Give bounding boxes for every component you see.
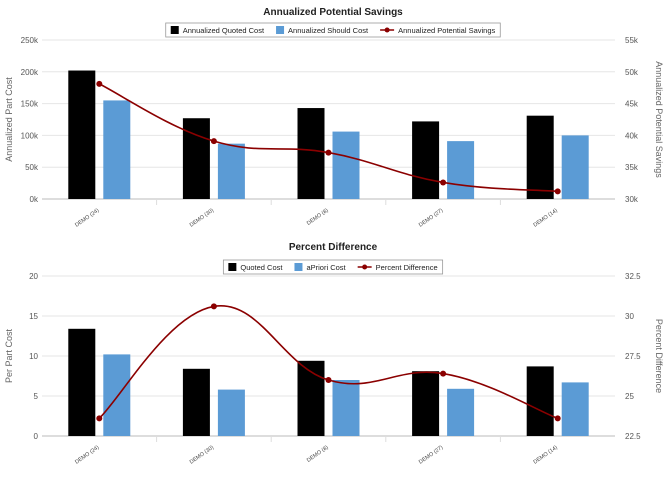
bar-annualized-quoted-cost[interactable] <box>297 108 325 199</box>
x-tick-label: DEMO (24) <box>74 445 100 466</box>
legend-box <box>222 259 444 275</box>
y-tick-label: 0 <box>34 432 39 441</box>
bar-apriori-cost[interactable] <box>217 389 245 436</box>
y2-tick-label: 32.5 <box>625 272 641 281</box>
chart-title: Annualized Potential Savings <box>263 7 403 18</box>
bar-annualized-quoted-cost[interactable] <box>526 115 554 199</box>
bar-annualized-should-cost[interactable] <box>103 100 131 199</box>
y2-tick-label: 30k <box>625 195 639 204</box>
bar-annualized-quoted-cost[interactable] <box>412 121 440 199</box>
bar-quoted-cost[interactable] <box>297 360 325 436</box>
y-tick-label: 5 <box>34 392 39 401</box>
bar-annualized-should-cost[interactable] <box>561 135 589 199</box>
x-tick-label: DEMO (30) <box>189 445 215 466</box>
y2-tick-label: 50k <box>625 68 639 77</box>
series-point[interactable] <box>554 188 561 195</box>
y2-tick-label: 40k <box>625 131 639 140</box>
bar-quoted-cost[interactable] <box>412 371 440 436</box>
x-tick-label: DEMO (14) <box>533 445 559 466</box>
legend-label: Annualized Quoted Cost <box>183 26 265 35</box>
series-point[interactable] <box>440 370 447 377</box>
bar-quoted-cost[interactable] <box>182 368 210 436</box>
x-tick-label: DEMO (24) <box>74 208 100 229</box>
y-tick-label: 10 <box>29 352 38 361</box>
x-tick-label: DEMO (30) <box>189 208 215 229</box>
legend-item[interactable]: Annualized Quoted Cost <box>170 26 265 35</box>
legend-label: Quoted Cost <box>240 263 283 272</box>
bar-apriori-cost[interactable] <box>447 388 475 436</box>
y-tick-label: 20 <box>29 272 38 281</box>
y2-axis-title: Annualized Potential Savings <box>654 61 664 178</box>
bar-apriori-cost[interactable] <box>103 354 131 436</box>
bar-apriori-cost[interactable] <box>561 382 589 436</box>
x-tick-label: DEMO (27) <box>418 208 444 229</box>
legend-label: Annualized Potential Savings <box>398 26 495 35</box>
y-tick-label: 200k <box>21 68 39 77</box>
x-tick-label: DEMO (8) <box>306 445 330 464</box>
bar-quoted-cost[interactable] <box>526 366 554 436</box>
x-tick-label: DEMO (14) <box>533 208 559 229</box>
y2-tick-label: 27.5 <box>625 352 641 361</box>
series-point[interactable] <box>554 415 561 422</box>
series-point[interactable] <box>325 377 332 383</box>
y-tick-label: 50k <box>25 163 39 172</box>
series-line <box>98 83 558 193</box>
legend-swatch <box>294 263 303 271</box>
bar-apriori-cost[interactable] <box>332 380 360 436</box>
legend-label: Percent Difference <box>376 263 438 272</box>
series-point[interactable] <box>96 80 103 87</box>
y-tick-label: 100k <box>21 131 39 140</box>
legend-label: aPriori Cost <box>306 263 346 272</box>
y-tick-label: 150k <box>21 100 39 109</box>
series-line <box>98 305 558 420</box>
legend-swatch-dot <box>384 27 390 33</box>
chart-2: Percent Difference 0 5 10 15 20 22.5 25 27.5 30 32… <box>4 242 664 466</box>
y2-tick-label: 45k <box>625 100 639 109</box>
bar-annualized-should-cost[interactable] <box>332 131 360 199</box>
y-tick-label: 0k <box>30 195 39 204</box>
y-tick-label: 250k <box>21 36 39 45</box>
x-tick-label: DEMO (8) <box>306 208 330 227</box>
legend: Quoted Cost aPriori Cost Percent Differenc… <box>222 259 444 275</box>
series-point[interactable] <box>440 179 447 186</box>
y2-axis-title: Percent Difference <box>654 319 664 393</box>
y2-tick-label: 22.5 <box>625 432 641 441</box>
y-tick-label: 15 <box>29 312 38 321</box>
legend-item[interactable]: Quoted Cost <box>228 263 283 272</box>
bar-quoted-cost[interactable] <box>68 328 96 436</box>
chart-1: Annualized Potential Savings 0k 50k 100k 150… <box>4 7 664 229</box>
legend-item[interactable]: Annualized Should Cost <box>276 26 369 35</box>
x-tick-label: DEMO (27) <box>418 445 444 466</box>
bar-annualized-should-cost[interactable] <box>217 143 245 199</box>
chart-title: Percent Difference <box>289 242 378 253</box>
legend-label: Annualized Should Cost <box>288 26 369 35</box>
legend: Annualized Quoted Cost Annualized Should … <box>165 22 501 38</box>
legend-swatch-dot <box>362 264 368 270</box>
series-point[interactable] <box>96 415 103 422</box>
legend-box <box>165 22 501 38</box>
y-axis-title: Per Part Cost <box>4 328 14 383</box>
legend-swatch <box>170 26 179 34</box>
legend-item[interactable]: Annualized Potential Savings <box>380 26 496 35</box>
bar-annualized-quoted-cost[interactable] <box>68 70 96 199</box>
bar-annualized-should-cost[interactable] <box>447 141 475 199</box>
legend-swatch <box>276 26 285 34</box>
legend-swatch <box>228 263 237 271</box>
y-axis-title: Annualized Part Cost <box>4 77 14 162</box>
y2-tick-label: 35k <box>625 163 639 172</box>
legend-item[interactable]: aPriori Cost <box>294 263 347 272</box>
y2-tick-label: 30 <box>625 312 634 321</box>
series-point[interactable] <box>210 303 217 310</box>
series-point[interactable] <box>210 138 217 145</box>
y2-tick-label: 25 <box>625 392 634 401</box>
series-point[interactable] <box>325 149 332 156</box>
legend-item[interactable]: Percent Difference <box>357 263 438 272</box>
y2-tick-label: 55k <box>625 36 639 45</box>
